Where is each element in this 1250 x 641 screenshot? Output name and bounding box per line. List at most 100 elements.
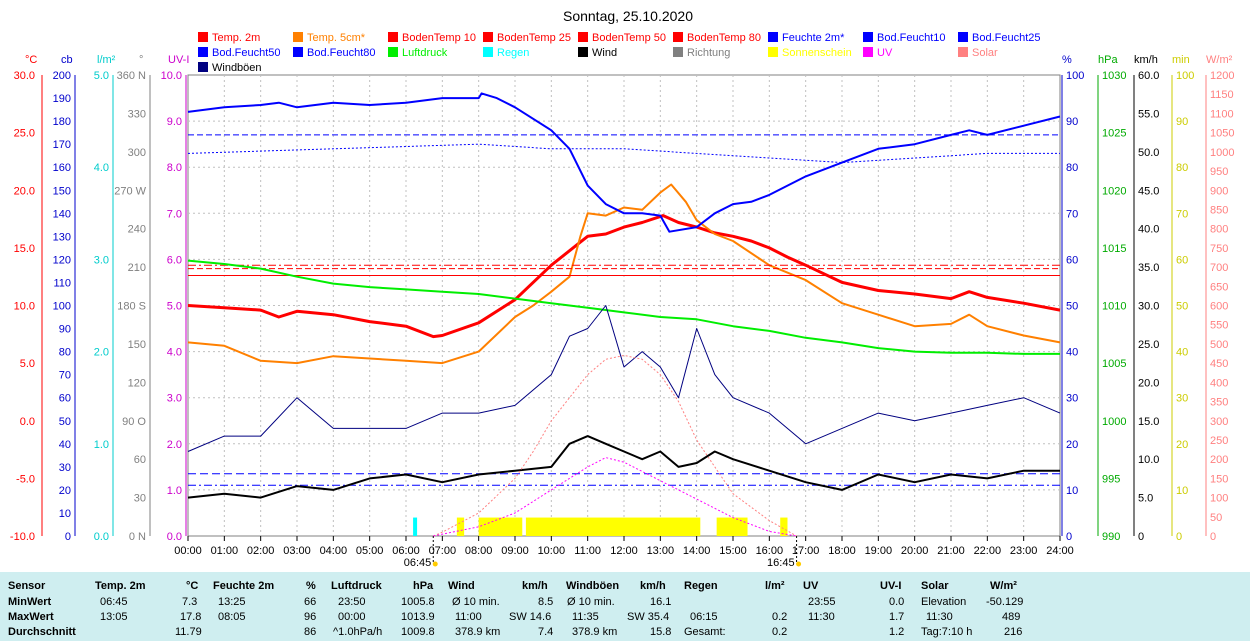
avg-luft-value: 1009.8 bbox=[401, 626, 435, 638]
axis-tick-label: 750 bbox=[1210, 243, 1228, 255]
axis-tick-label: 0.0 bbox=[94, 531, 109, 543]
axis-tick-label: 0.0 bbox=[20, 416, 35, 428]
legend: Temp. 2m Temp. 5cm* BodenTemp 10 BodenTemp … bbox=[198, 32, 1041, 74]
axis-tick-label: 3.0 bbox=[94, 254, 109, 266]
axis-tick-label: 100 bbox=[1210, 493, 1228, 505]
x-tick-label: 08:00 bbox=[465, 545, 493, 557]
bar-sonnenschein bbox=[716, 517, 748, 536]
axis-tick-label: 1200 bbox=[1210, 70, 1234, 82]
legend-label: Solar bbox=[972, 47, 998, 59]
x-tick-label: 22:00 bbox=[974, 545, 1002, 557]
header-solar: Solar bbox=[921, 580, 949, 592]
max-temp-time: 13:05 bbox=[100, 611, 128, 623]
sun-marker-label: 16:45 bbox=[767, 557, 795, 569]
axis-tick-label: 70 bbox=[59, 370, 71, 382]
axis-tick-label: 55.0 bbox=[1138, 108, 1159, 120]
grid bbox=[188, 75, 1060, 536]
max-temp-value: 17.8 bbox=[180, 611, 202, 623]
axis-tick-label: 170 bbox=[53, 139, 71, 151]
max-solar-value: 489 bbox=[1002, 611, 1021, 623]
min-uv-value: 0.0 bbox=[889, 596, 905, 608]
avg-solar-value: 216 bbox=[1004, 626, 1023, 638]
axis-tick-label: 0 N bbox=[129, 531, 146, 543]
legend-label: Luftdruck bbox=[402, 47, 448, 59]
axis-tick-label: -5.0 bbox=[16, 473, 35, 485]
axis-tick-label: 130 bbox=[53, 231, 71, 243]
axis-tick-label: 60 bbox=[1176, 254, 1188, 266]
legend-label: Bod.Feucht80 bbox=[307, 47, 376, 59]
axis-tick-label: 180 S bbox=[117, 301, 146, 313]
series-temp-2m bbox=[187, 214, 1061, 339]
axis-tick-label: 90 O bbox=[122, 416, 146, 428]
legend-swatch bbox=[863, 47, 873, 57]
axis-tick-label: 900 bbox=[1210, 185, 1228, 197]
axis-tick-label: 10.0 bbox=[14, 301, 35, 313]
avg-temp-value: 11.79 bbox=[175, 626, 202, 638]
x-tick-label: 09:00 bbox=[501, 545, 529, 557]
x-tick-label: 14:00 bbox=[683, 545, 711, 557]
axis-tick-label: 50 bbox=[1066, 301, 1078, 313]
legend-swatch bbox=[483, 47, 493, 57]
axis-tick-label: 80 bbox=[1066, 162, 1078, 174]
legend-label: Sonnenschein bbox=[782, 47, 852, 59]
legend-label: BodenTemp 25 bbox=[497, 32, 571, 44]
axis-tick-label: 40 bbox=[1066, 347, 1078, 359]
max-feuchte-time: 08:05 bbox=[218, 611, 246, 623]
min-solar-value: -50.129 bbox=[986, 596, 1024, 608]
axis-tick-label: 10.0 bbox=[161, 70, 182, 82]
axis-unit-label: °C bbox=[25, 54, 37, 66]
bar-sonnenschein bbox=[525, 517, 701, 536]
avg-wind-note: 378.9 km bbox=[455, 626, 501, 638]
axis-tick-label: 210 bbox=[128, 262, 146, 274]
header-temp: Temp. 2m bbox=[95, 580, 146, 592]
header-luftdruck-unit: hPa bbox=[413, 580, 434, 592]
axis-tick-label: 1000 bbox=[1102, 416, 1126, 428]
x-tick-label: 16:00 bbox=[756, 545, 784, 557]
axis-tick-label: 550 bbox=[1210, 320, 1228, 332]
series-luftdruck bbox=[187, 259, 1060, 355]
axis-tick-label: 300 bbox=[1210, 416, 1228, 428]
max-regen-value: 0.2 bbox=[772, 611, 788, 623]
legend-swatch bbox=[578, 47, 588, 57]
axis-tick-label: 1010 bbox=[1102, 301, 1126, 313]
legend-swatch bbox=[578, 32, 588, 42]
max-uv-time: 11:30 bbox=[808, 611, 835, 623]
axis-tick-label: 70 bbox=[1176, 208, 1188, 220]
max-solar-time: 11:30 bbox=[926, 611, 953, 623]
axis-tick-label: 100 bbox=[1176, 70, 1194, 82]
legend-swatch bbox=[673, 32, 683, 42]
min-wind-note: Ø 10 min. bbox=[452, 596, 500, 608]
axis-tick-label: 4.0 bbox=[167, 347, 182, 359]
x-tick-label: 04:00 bbox=[320, 545, 348, 557]
axis-tick-label: 1030 bbox=[1102, 70, 1126, 82]
axis-tick-label: 50.0 bbox=[1138, 147, 1159, 159]
max-uv-value: 1.7 bbox=[889, 611, 905, 623]
axis-tick-label: 20 bbox=[59, 485, 71, 497]
x-tick-label: 20:00 bbox=[901, 545, 929, 557]
axis-tick-label: 300 bbox=[128, 147, 146, 159]
header-regen: Regen bbox=[684, 580, 718, 592]
legend-label: Temp. 5cm* bbox=[307, 32, 366, 44]
axis-tick-label: 1015 bbox=[1102, 243, 1126, 255]
legend-swatch bbox=[768, 47, 778, 57]
axis-tick-label: 800 bbox=[1210, 224, 1228, 236]
axis-tick-label: 850 bbox=[1210, 204, 1228, 216]
x-tick-label: 11:00 bbox=[574, 545, 601, 557]
legend-label: BodenTemp 10 bbox=[402, 32, 476, 44]
legend-label: BodenTemp 80 bbox=[687, 32, 761, 44]
row-label-min: MinWert bbox=[8, 596, 52, 608]
axis-tick-label: 45.0 bbox=[1138, 185, 1159, 197]
axis-unit-label: W/m² bbox=[1206, 54, 1233, 66]
max-regen-time: 06:15 bbox=[690, 611, 718, 623]
row-label-max: MaxWert bbox=[8, 611, 54, 623]
min-boeen-note: Ø 10 min. bbox=[567, 596, 615, 608]
legend-label: Bod.Feucht50 bbox=[212, 47, 281, 59]
axis-tick-label: 25.0 bbox=[1138, 339, 1159, 351]
axis-tick-label: 40 bbox=[59, 439, 71, 451]
legend-label: Wind bbox=[592, 47, 617, 59]
max-feuchte-value: 96 bbox=[304, 611, 317, 623]
sun-marker-icon bbox=[796, 561, 802, 567]
weather-chart: Sonntag, 25.10.2020 Temp. 2m Temp. 5cm* Bo… bbox=[10, 8, 1235, 569]
series-solar bbox=[433, 354, 797, 537]
header-regen-unit: l/m² bbox=[765, 580, 785, 592]
